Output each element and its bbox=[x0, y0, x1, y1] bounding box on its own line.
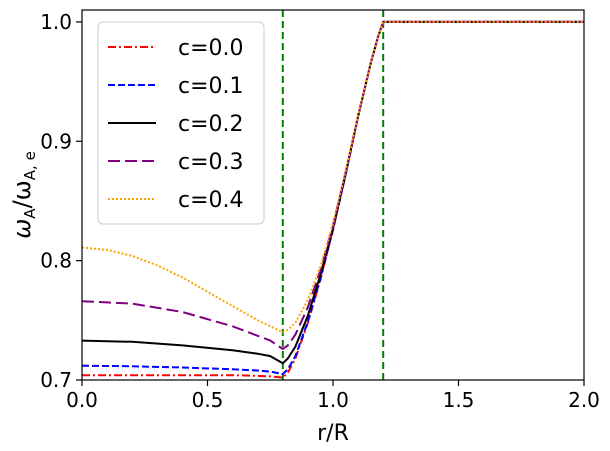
x-tick-label-1: 0.5 bbox=[192, 388, 224, 412]
y-axis-label-omega: ω bbox=[8, 219, 36, 239]
series-line-3 bbox=[82, 20, 584, 350]
plot-area bbox=[82, 10, 584, 380]
legend-label-0: c=0.0 bbox=[178, 36, 244, 61]
x-tick-label-0: 0.0 bbox=[66, 388, 98, 412]
y-axis-label-sub1: A bbox=[21, 208, 39, 219]
plot-series-group bbox=[82, 10, 584, 380]
legend-label-4: c=0.4 bbox=[178, 188, 244, 213]
axis-ticks: 0.0 0.5 1.0 1.5 2.0 0.7 0.8 0.9 1.0 bbox=[40, 10, 600, 412]
y-tick-label-3: 1.0 bbox=[40, 10, 72, 34]
legend-label-3: c=0.3 bbox=[178, 150, 244, 175]
x-tick-label-4: 2.0 bbox=[568, 388, 600, 412]
y-tick-label-0: 0.7 bbox=[40, 368, 72, 392]
y-tick-label-1: 0.8 bbox=[40, 249, 72, 273]
y-axis-label: ωA/ωA, e bbox=[8, 151, 39, 239]
x-tick-label-2: 1.0 bbox=[317, 388, 349, 412]
y-axis-label-sep: /ω bbox=[8, 180, 36, 208]
legend-box bbox=[97, 21, 265, 225]
x-axis-label: r/R bbox=[317, 421, 349, 446]
series-line-4 bbox=[82, 20, 584, 334]
legend-label-1: c=0.1 bbox=[178, 74, 244, 99]
legend: c=0.0 c=0.1 c=0.2 c=0.3 c=0.4 bbox=[97, 21, 265, 225]
y-tick-label-2: 0.9 bbox=[40, 129, 72, 153]
y-axis-label-sub2: A, e bbox=[21, 151, 39, 180]
legend-label-2: c=0.2 bbox=[178, 112, 244, 137]
x-tick-label-3: 1.5 bbox=[443, 388, 475, 412]
